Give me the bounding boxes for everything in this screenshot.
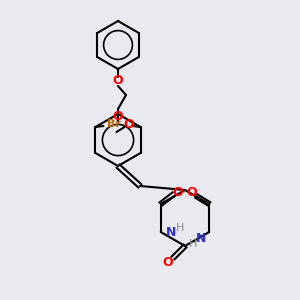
Text: H: H	[189, 239, 197, 249]
Text: H: H	[176, 223, 184, 233]
Text: O: O	[163, 256, 173, 268]
Text: O: O	[113, 110, 123, 124]
Text: O: O	[113, 74, 123, 88]
Text: N: N	[196, 232, 206, 244]
Text: O: O	[186, 187, 196, 200]
Text: Br: Br	[106, 119, 120, 129]
Text: O: O	[123, 118, 134, 130]
Text: O: O	[172, 185, 183, 199]
Text: N: N	[166, 226, 176, 238]
